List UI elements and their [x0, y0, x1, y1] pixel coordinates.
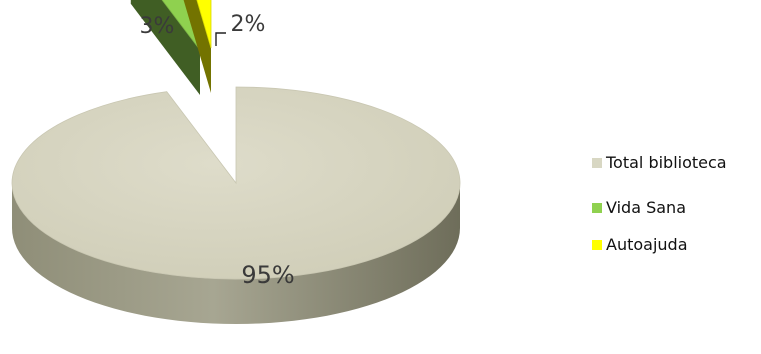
- legend-item-1: Total biblioteca: [592, 153, 727, 172]
- legend-swatch: [592, 203, 602, 213]
- legend-swatch: [592, 158, 602, 168]
- pie-slice-top: [12, 87, 460, 279]
- data-label-2: 3%: [140, 14, 175, 39]
- legend-swatch: [592, 240, 602, 250]
- data-label-1: 95%: [241, 261, 294, 289]
- legend-label: Total biblioteca: [605, 153, 727, 172]
- legend-item-3: Autoajuda: [592, 235, 688, 254]
- legend-label: Autoajuda: [606, 235, 688, 254]
- pie-slice-1: [12, 87, 460, 324]
- leader-line: [216, 33, 226, 46]
- legend-label: Vida Sana: [606, 198, 686, 217]
- data-label-3: 2%: [231, 12, 266, 37]
- legend-item-2: Vida Sana: [592, 198, 686, 217]
